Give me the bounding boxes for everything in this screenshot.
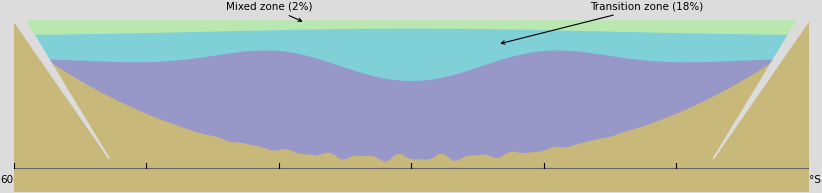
Polygon shape xyxy=(713,21,809,192)
Text: 60°S: 60°S xyxy=(797,175,821,185)
Text: Mixed zone (2%): Mixed zone (2%) xyxy=(226,2,312,21)
Polygon shape xyxy=(14,21,809,36)
Text: 60°N: 60°N xyxy=(1,175,27,185)
Text: 40°: 40° xyxy=(667,175,686,185)
Text: Transition zone (18%): Transition zone (18%) xyxy=(501,2,704,44)
Polygon shape xyxy=(14,1,109,159)
Polygon shape xyxy=(14,21,109,192)
Text: 40°: 40° xyxy=(137,175,155,185)
Text: Deep zone (80%): Deep zone (80%) xyxy=(360,103,462,116)
Text: 20°: 20° xyxy=(534,175,553,185)
Polygon shape xyxy=(14,37,809,192)
Text: 20°: 20° xyxy=(270,175,288,185)
Text: Ocean floor: Ocean floor xyxy=(153,121,225,153)
Polygon shape xyxy=(14,37,809,162)
Text: 0°: 0° xyxy=(405,175,417,185)
Polygon shape xyxy=(713,1,809,159)
Polygon shape xyxy=(14,29,809,82)
